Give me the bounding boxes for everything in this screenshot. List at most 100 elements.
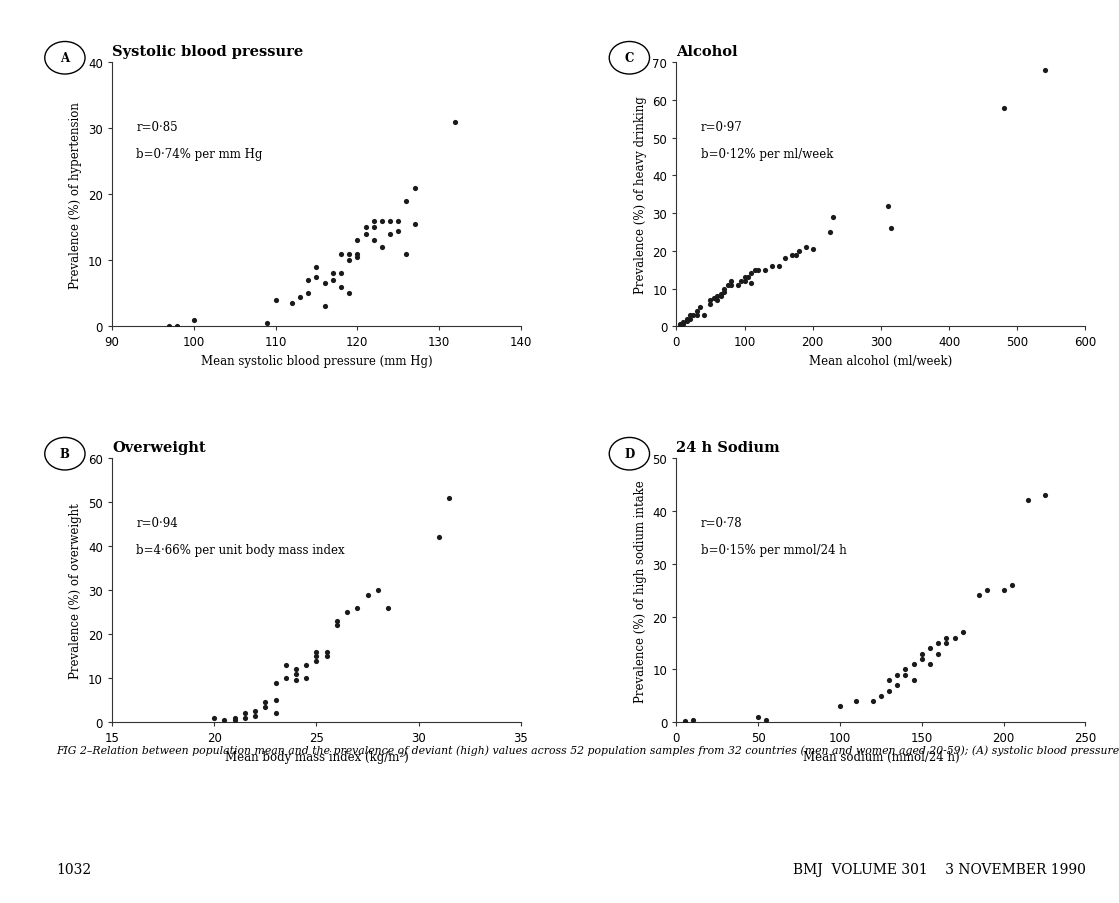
Point (318, 649, 336, 664)
Point (921, 657, 939, 672)
Point (308, 270, 326, 284)
Point (831, 699, 849, 713)
Text: r=0·85: r=0·85 (137, 121, 178, 135)
Point (676, 714, 694, 729)
Point (348, 250, 366, 265)
Point (286, 674, 304, 688)
Point (708, 290, 726, 304)
Text: b=0·15% per mmol/24 h: b=0·15% per mmol/24 h (700, 543, 847, 556)
Text: D: D (624, 448, 634, 461)
Point (216, 713, 234, 728)
Point (702, 297, 720, 312)
Text: b=4·66% per unit body mass index: b=4·66% per unit body mass index (137, 543, 345, 556)
Point (286, 663, 304, 677)
Point (308, 645, 326, 659)
Point (770, 259, 788, 274)
Point (205, 711, 223, 725)
Text: C: C (624, 52, 634, 65)
Point (283, 296, 301, 311)
Point (323, 267, 341, 282)
Point (298, 671, 316, 685)
Point (276, 658, 294, 673)
Point (382, 228, 399, 242)
Point (735, 275, 753, 289)
Point (684, 712, 702, 727)
Point (970, 589, 988, 603)
Point (266, 293, 284, 308)
Point (299, 274, 317, 288)
Point (340, 254, 358, 268)
Point (323, 274, 341, 288)
Point (790, 245, 808, 259)
Point (226, 713, 244, 728)
Point (671, 319, 689, 333)
Point (678, 314, 696, 329)
Text: Overweight: Overweight (112, 441, 206, 455)
Point (332, 280, 350, 294)
Point (406, 182, 424, 196)
X-axis label: Mean alcohol (ml/week): Mean alcohol (ml/week) (809, 355, 952, 368)
Point (256, 695, 274, 710)
Point (298, 658, 316, 673)
Text: b=0·74% per mm Hg: b=0·74% per mm Hg (137, 147, 263, 161)
Text: Systolic blood pressure: Systolic blood pressure (112, 45, 303, 60)
Point (373, 214, 391, 228)
Point (797, 240, 815, 255)
Point (328, 614, 346, 628)
Point (715, 285, 733, 300)
Point (995, 583, 1013, 598)
Point (913, 647, 931, 661)
Text: r=0·97: r=0·97 (700, 121, 743, 135)
Point (718, 278, 736, 293)
Point (389, 224, 407, 238)
Point (864, 694, 882, 709)
Point (291, 290, 309, 304)
Point (678, 312, 696, 327)
Point (308, 260, 326, 275)
Point (821, 226, 839, 240)
Point (888, 678, 906, 693)
Point (286, 666, 304, 681)
Point (160, 319, 178, 333)
Point (246, 704, 264, 719)
X-axis label: Mean body mass index (kg/m²): Mean body mass index (kg/m²) (225, 750, 408, 763)
Point (681, 312, 699, 327)
Text: B: B (60, 448, 69, 461)
Point (750, 263, 768, 277)
Text: b=0·12% per ml/week: b=0·12% per ml/week (700, 147, 834, 161)
Point (685, 308, 703, 322)
Point (896, 667, 914, 682)
Point (389, 214, 407, 228)
Text: r=0·94: r=0·94 (137, 517, 178, 530)
Text: Alcohol: Alcohol (676, 45, 739, 60)
Point (357, 228, 375, 242)
Point (256, 700, 274, 714)
Point (708, 293, 726, 308)
Point (777, 252, 794, 266)
Point (328, 619, 346, 633)
Point (318, 645, 336, 659)
Point (688, 308, 706, 322)
Point (688, 304, 706, 319)
Point (750, 710, 768, 724)
Point (236, 711, 254, 725)
Point (675, 316, 693, 330)
Y-axis label: Prevalence (%) of hypertension: Prevalence (%) of hypertension (69, 102, 83, 288)
Point (308, 649, 326, 664)
Y-axis label: Prevalence (%) of high sodium intake: Prevalence (%) of high sodium intake (634, 479, 647, 702)
Point (929, 636, 947, 650)
Point (878, 200, 896, 214)
Point (904, 657, 922, 672)
Point (185, 313, 203, 328)
Point (715, 282, 733, 296)
Point (1035, 63, 1053, 78)
Point (340, 286, 358, 301)
Point (742, 276, 760, 291)
Point (332, 267, 350, 282)
Point (692, 301, 709, 315)
Point (732, 275, 750, 289)
Point (722, 275, 740, 289)
Point (882, 222, 900, 237)
Point (705, 292, 723, 306)
Point (369, 583, 387, 598)
